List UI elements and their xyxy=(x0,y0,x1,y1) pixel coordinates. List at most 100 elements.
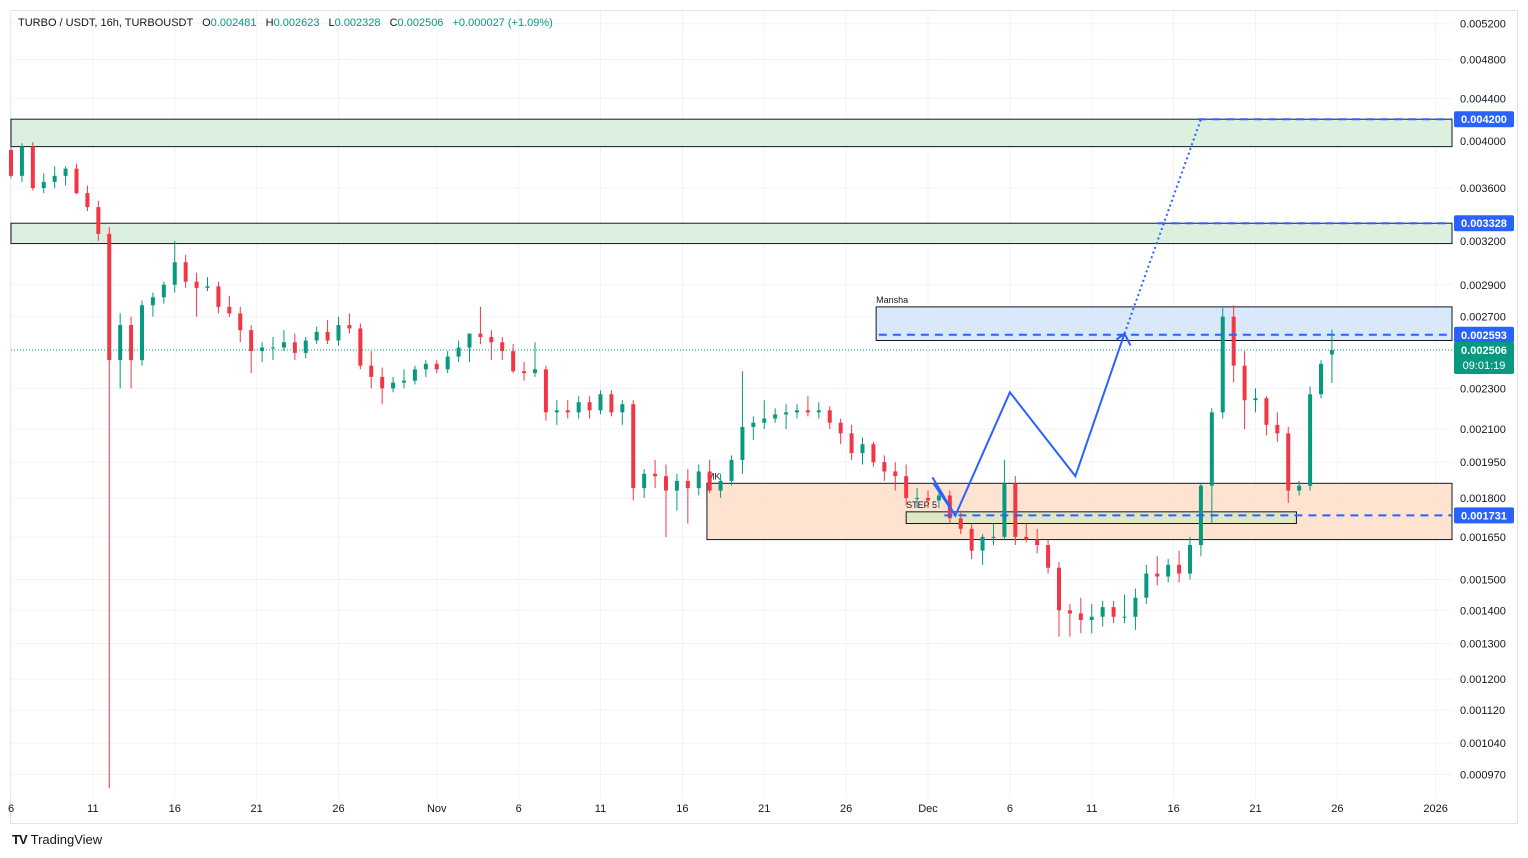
candle xyxy=(849,424,854,460)
candle-body xyxy=(598,394,603,411)
candle-body xyxy=(1155,573,1160,577)
candle xyxy=(129,316,134,389)
candle-body xyxy=(423,363,428,370)
candle xyxy=(1329,329,1334,383)
candle-body xyxy=(30,146,35,189)
candle xyxy=(631,400,636,501)
y-tick-label: 0.002900 xyxy=(1460,280,1506,292)
candle xyxy=(325,320,330,345)
candle xyxy=(1198,483,1203,557)
candle xyxy=(249,325,254,374)
candle xyxy=(172,240,177,293)
candle-body xyxy=(1242,365,1247,401)
candle xyxy=(1319,360,1323,399)
y-tick-label: 0.001950 xyxy=(1460,457,1506,469)
candle xyxy=(674,473,679,511)
candle xyxy=(1297,480,1302,496)
candle-body xyxy=(1297,485,1302,491)
candle-body xyxy=(1177,564,1182,574)
y-tick-label: 0.001500 xyxy=(1460,574,1506,586)
candle-body xyxy=(609,394,614,413)
candle-body xyxy=(1046,545,1051,568)
change-value: +0.000027 (+1.09%) xyxy=(452,17,553,29)
candle xyxy=(150,292,155,317)
low-value: 0.002328 xyxy=(334,17,381,29)
candle-body xyxy=(685,480,690,489)
candle xyxy=(696,464,701,496)
candle-body xyxy=(674,480,679,491)
y-tick-label: 0.003600 xyxy=(1460,183,1506,195)
x-tick-label: 26 xyxy=(1331,803,1343,815)
candle-body xyxy=(129,325,134,361)
candle-body xyxy=(74,168,79,194)
x-tick-label: 6 xyxy=(1007,803,1013,815)
candle-body xyxy=(631,404,636,489)
candle xyxy=(434,360,439,374)
candle xyxy=(653,459,658,489)
candle-body xyxy=(871,444,876,463)
candle-body xyxy=(915,497,920,499)
candle xyxy=(543,365,548,421)
resistance-zone-upper xyxy=(10,118,1453,148)
tradingview-brand[interactable]: TV TradingView xyxy=(12,832,102,847)
y-tick-label: 0.005200 xyxy=(1460,19,1506,31)
candle-body xyxy=(150,297,155,306)
level-0.003328-badge xyxy=(1454,215,1514,232)
tradingview-logo-icon: TV xyxy=(12,832,28,847)
candle-body xyxy=(1089,616,1094,620)
candle xyxy=(915,488,920,509)
candle xyxy=(1286,426,1291,503)
x-tick-label: 16 xyxy=(1168,803,1180,815)
candle xyxy=(740,371,745,474)
candle xyxy=(664,464,668,537)
x-tick-label: 21 xyxy=(1249,803,1261,815)
candle-body xyxy=(238,313,243,331)
candle-body xyxy=(1111,607,1116,617)
candle-body xyxy=(271,347,275,349)
y-tick-label: 0.004000 xyxy=(1460,136,1506,148)
candle-body xyxy=(489,337,494,343)
y-tick-label: 0.004800 xyxy=(1460,54,1506,66)
candle xyxy=(609,390,614,417)
candle xyxy=(991,523,996,546)
candle xyxy=(1089,603,1094,634)
candle-body xyxy=(849,433,854,454)
candle-body xyxy=(533,369,537,374)
candle-body xyxy=(784,412,789,415)
candle xyxy=(260,342,265,362)
x-tick-label: 11 xyxy=(1086,803,1097,815)
candle xyxy=(1002,459,1007,540)
candle xyxy=(347,313,352,334)
candle xyxy=(1209,408,1214,524)
candle-body xyxy=(194,281,199,288)
candle xyxy=(1231,305,1236,383)
candle xyxy=(19,143,24,182)
candle-body xyxy=(860,444,865,454)
candle-body xyxy=(980,536,985,551)
symbol-legend: TURBO / USDT, 16h, TURBOUSDT O0.002481 H… xyxy=(18,17,553,29)
candle xyxy=(336,316,341,346)
candle-body xyxy=(1133,597,1138,617)
candle-body xyxy=(1308,394,1313,486)
candle xyxy=(1166,559,1171,583)
mk-zone-label: MK xyxy=(707,471,721,481)
candle xyxy=(30,142,35,191)
candle-body xyxy=(172,262,177,285)
candle xyxy=(784,404,789,430)
candle xyxy=(1100,600,1105,627)
candle xyxy=(380,367,385,405)
candle-body xyxy=(1209,412,1214,486)
close-value: 0.002506 xyxy=(397,17,444,29)
x-tick-label: 21 xyxy=(758,803,770,815)
candle-body xyxy=(1319,363,1323,395)
candle-body xyxy=(161,284,166,298)
candle-body xyxy=(1067,610,1072,614)
symbol-title[interactable]: TURBO / USDT, 16h, TURBOUSDT xyxy=(18,17,194,29)
candle xyxy=(554,400,559,425)
candle-body xyxy=(718,480,723,491)
candle xyxy=(489,330,494,361)
candle xyxy=(402,369,406,389)
open-value: 0.002481 xyxy=(210,17,257,29)
level-0.003328-badge-label: 0.003328 xyxy=(1461,218,1507,230)
